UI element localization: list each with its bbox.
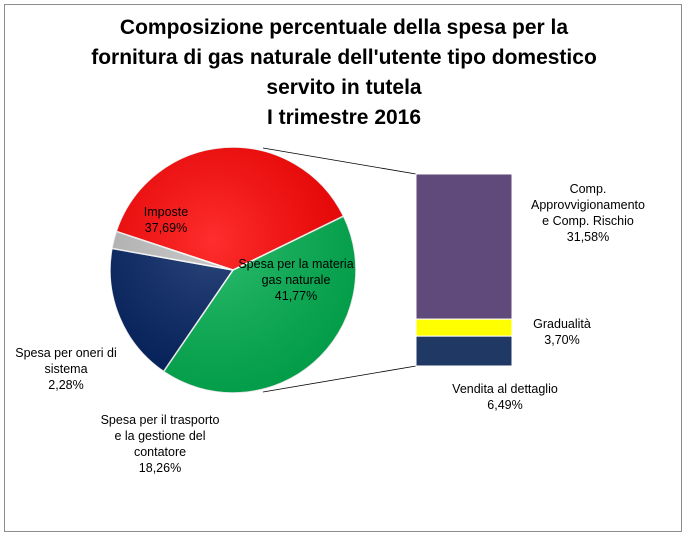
data-labels: Spesa per la materia gas naturale 41,77% Sp… [15, 182, 645, 475]
pie-value-label: 37,69% [145, 221, 187, 235]
bar-label-text: Comp. [570, 182, 607, 196]
chart-title-line: servito in tutela [266, 76, 422, 99]
pie-label-text: contatore [134, 445, 186, 459]
bar-segment [415, 173, 513, 320]
stacked-bar [415, 173, 513, 367]
bar-segment [415, 318, 513, 337]
pie-label-text: e la gestione del [114, 429, 205, 443]
chart-title: Composizione percentuale della spesa per… [91, 16, 597, 129]
chart-title-line: fornitura di gas naturale dell'utente ti… [91, 46, 597, 69]
pie-label-text: Imposte [144, 205, 189, 219]
pie-value-label: 2,28% [48, 378, 83, 392]
bar-value-label: 6,49% [487, 398, 522, 412]
bar-segment [415, 335, 513, 367]
bar-label-text: e Comp. Rischio [542, 214, 634, 228]
chart-title-line: I trimestre 2016 [267, 106, 421, 129]
chart-title-line: Composizione percentuale della spesa per… [120, 16, 568, 39]
pie-label-text: Spesa per il trasporto [101, 413, 220, 427]
pie-label-text: Spesa per la materia [238, 257, 353, 271]
bar-value-label: 3,70% [544, 333, 579, 347]
bar-label-text: Gradualità [533, 317, 591, 331]
pie-label-text: sistema [44, 362, 87, 376]
pie-value-label: 41,77% [275, 289, 317, 303]
pie-label-text: gas naturale [262, 273, 331, 287]
pie-label-text: Spesa per oneri di [15, 346, 116, 360]
pie-value-label: 18,26% [139, 461, 181, 475]
bar-value-label: 31,58% [567, 230, 609, 244]
bar-label-text: Vendita al dettaglio [452, 382, 558, 396]
bar-label-text: Approvvigionamento [531, 198, 645, 212]
